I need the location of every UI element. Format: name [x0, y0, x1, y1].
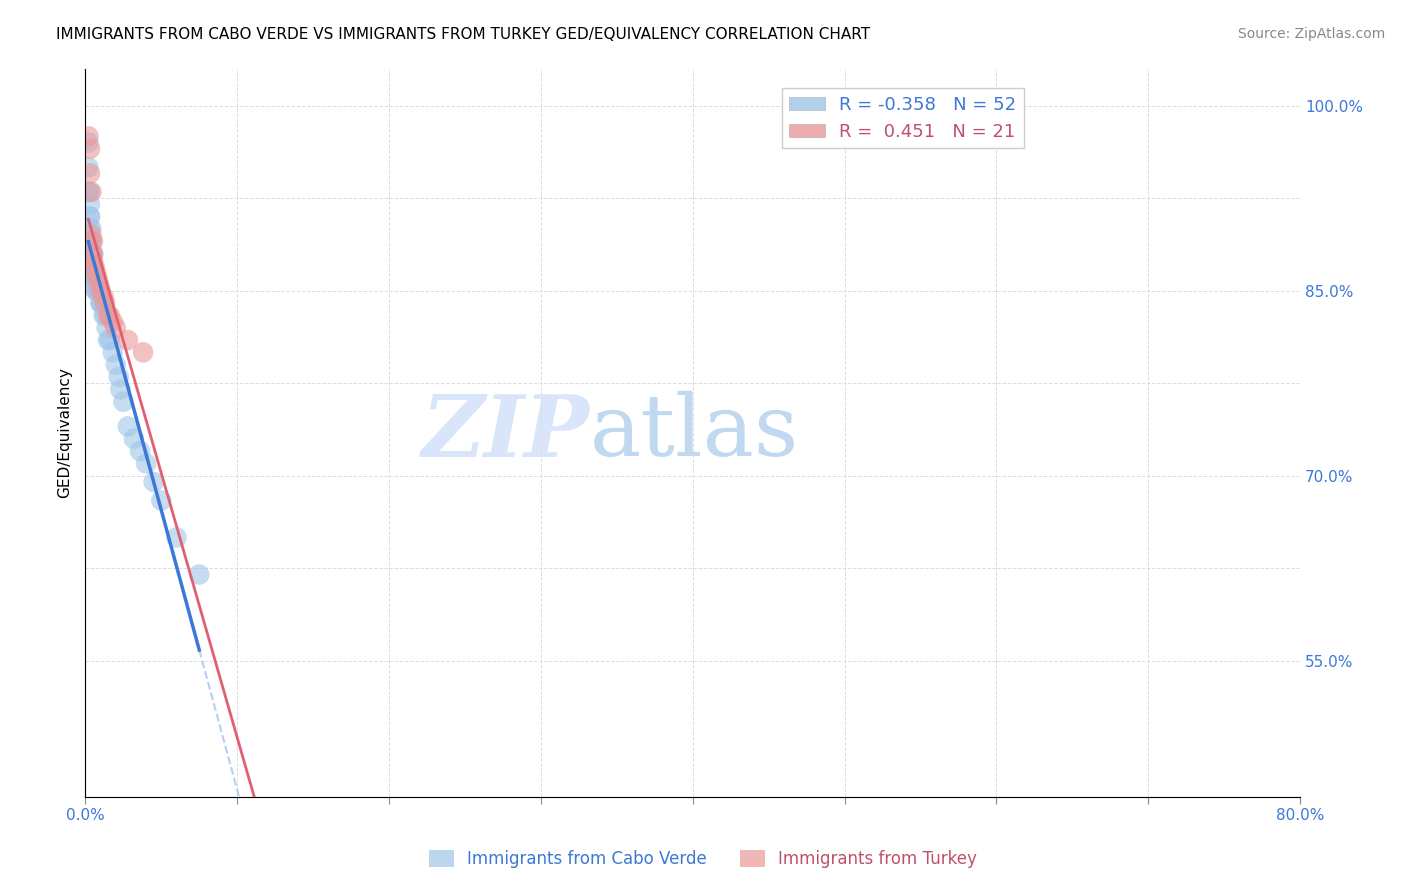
Point	[77, 129, 100, 144]
Point	[83, 271, 105, 285]
Point	[86, 284, 108, 298]
Point	[77, 185, 100, 199]
Point	[87, 284, 110, 298]
Legend: R = -0.358   N = 52, R =  0.451   N = 21: R = -0.358 N = 52, R = 0.451 N = 21	[782, 88, 1024, 148]
Point	[83, 271, 105, 285]
Point	[142, 475, 165, 489]
Point	[86, 271, 108, 285]
Point	[80, 235, 103, 249]
Point	[104, 358, 127, 372]
Point	[82, 271, 104, 285]
Point	[82, 246, 104, 260]
Point	[87, 277, 110, 292]
Point	[84, 284, 107, 298]
Y-axis label: GED/Equivalency: GED/Equivalency	[58, 368, 72, 498]
Point	[80, 185, 103, 199]
Point	[80, 246, 103, 260]
Point	[129, 444, 152, 458]
Point	[94, 296, 117, 310]
Point	[117, 333, 139, 347]
Point	[82, 271, 104, 285]
Point	[104, 320, 127, 334]
Point	[87, 284, 110, 298]
Point	[86, 284, 108, 298]
Point	[83, 271, 105, 285]
Point	[82, 259, 104, 273]
Point	[132, 345, 155, 359]
Text: Source: ZipAtlas.com: Source: ZipAtlas.com	[1237, 27, 1385, 41]
Point	[90, 296, 112, 310]
Point	[98, 333, 121, 347]
Point	[84, 265, 107, 279]
Point	[97, 309, 120, 323]
Point	[84, 271, 107, 285]
Legend: Immigrants from Cabo Verde, Immigrants from Turkey: Immigrants from Cabo Verde, Immigrants f…	[422, 843, 984, 875]
Point	[110, 383, 132, 397]
Point	[79, 210, 101, 224]
Point	[84, 284, 107, 298]
Text: atlas: atlas	[589, 391, 799, 475]
Point	[83, 259, 105, 273]
Point	[79, 166, 101, 180]
Point	[82, 246, 104, 260]
Point	[79, 222, 101, 236]
Point	[150, 493, 173, 508]
Point	[98, 309, 121, 323]
Point	[122, 432, 145, 446]
Point	[82, 252, 104, 267]
Point	[97, 333, 120, 347]
Point	[77, 161, 100, 175]
Point	[80, 222, 103, 236]
Point	[79, 197, 101, 211]
Point	[82, 246, 104, 260]
Point	[80, 235, 103, 249]
Point	[91, 296, 114, 310]
Point	[82, 259, 104, 273]
Point	[107, 370, 129, 384]
Point	[82, 235, 104, 249]
Point	[166, 531, 188, 545]
Text: IMMIGRANTS FROM CABO VERDE VS IMMIGRANTS FROM TURKEY GED/EQUIVALENCY CORRELATION: IMMIGRANTS FROM CABO VERDE VS IMMIGRANTS…	[56, 27, 870, 42]
Point	[82, 259, 104, 273]
Point	[101, 314, 124, 328]
Point	[83, 271, 105, 285]
Point	[90, 296, 112, 310]
Text: ZIP: ZIP	[422, 391, 589, 475]
Point	[96, 320, 118, 334]
Point	[80, 228, 103, 243]
Point	[93, 309, 115, 323]
Point	[117, 419, 139, 434]
Point	[101, 345, 124, 359]
Point	[79, 142, 101, 156]
Point	[80, 235, 103, 249]
Point	[93, 290, 115, 304]
Point	[188, 567, 211, 582]
Point	[135, 457, 157, 471]
Point	[90, 284, 112, 298]
Point	[79, 210, 101, 224]
Point	[77, 136, 100, 150]
Point	[112, 394, 135, 409]
Point	[94, 309, 117, 323]
Point	[79, 185, 101, 199]
